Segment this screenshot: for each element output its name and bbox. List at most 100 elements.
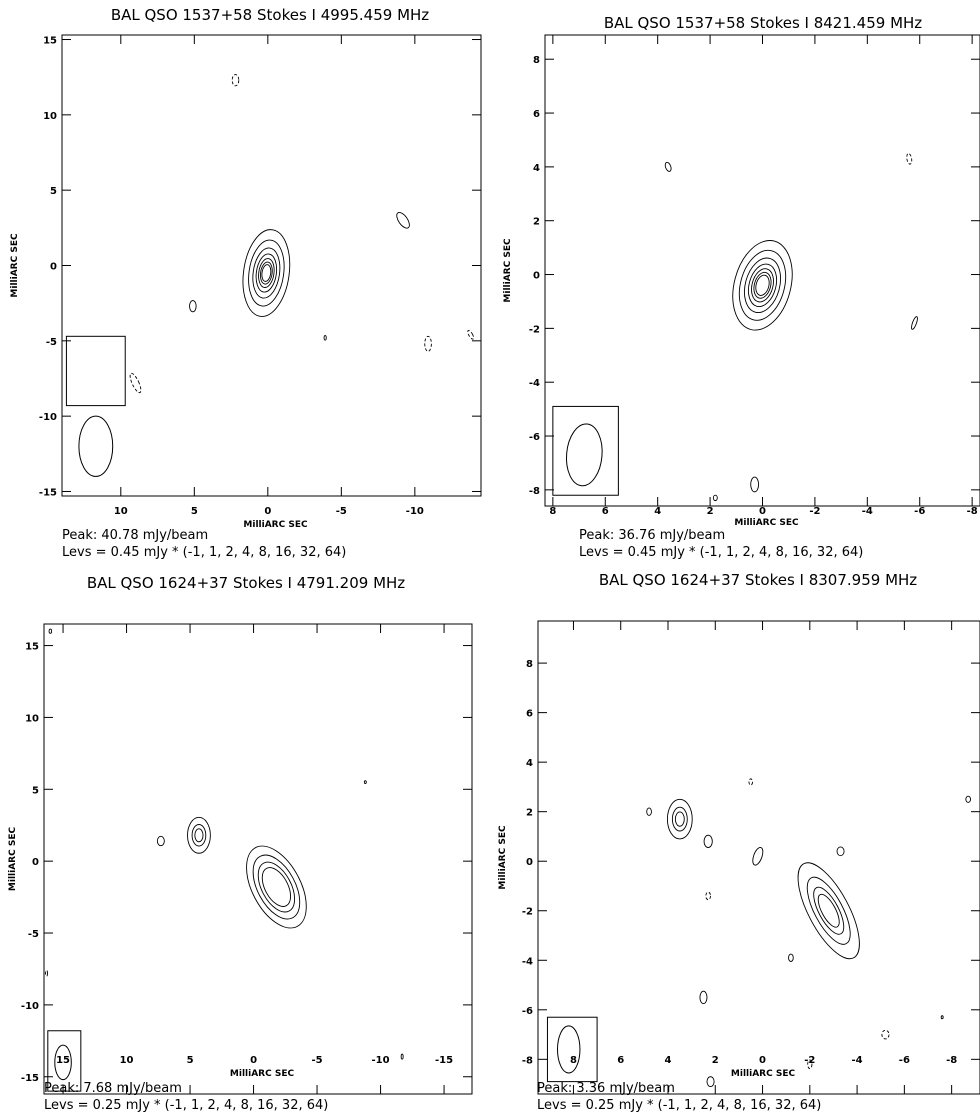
beam-ellipse [565,423,603,487]
positive-contour [712,494,718,502]
contour-level [813,886,845,935]
levels-text: Levs = 0.25 mJy * (-1, 1, 2, 4, 8, 16, 3… [537,1098,822,1113]
y-tick-label: 0 [533,271,540,282]
contour-level [732,240,793,331]
x-tick-label: 8 [570,1055,577,1066]
x-tick-label: 10 [114,506,128,517]
y-axis-label: MilliARC SEC [10,233,20,298]
contour-level [252,854,301,920]
x-tick-label: 10 [120,1055,134,1066]
positive-contour [323,335,327,341]
x-tick-label: -6 [899,1055,910,1066]
y-tick-label: 4 [533,163,540,174]
levels-text: Levs = 0.45 mJy * (-1, 1, 2, 4, 8, 16, 3… [579,545,864,560]
x-tick-label: 5 [187,1055,194,1066]
contour-level [257,861,296,913]
positive-contour [703,834,713,849]
contour-level [753,271,772,299]
x-tick-label: 6 [617,1055,624,1066]
chart-title: BAL QSO 1537+58 Stokes I 4995.459 MHz [111,6,429,24]
x-tick-label: -8 [967,506,978,517]
contour-plot: BAL QSO 1537+58 Stokes I 8421.459 MHz 8 6 4… [503,14,980,528]
y-tick-label: -8 [522,1055,533,1066]
peak-text: Peak: 40.78 mJy/beam [62,528,209,543]
y-tick-label: -4 [529,378,540,389]
contour-level [797,862,860,960]
contour-layer [45,628,404,1092]
contour-panel-1537-c-band: BAL QSO 1537+58 Stokes I 4995.459 MHz 10 5… [0,0,490,560]
negative-contour [906,153,913,165]
beam-box [65,335,126,407]
y-tick-label: -5 [46,337,57,348]
negative-contour [748,778,753,786]
x-tick-label: 4 [665,1055,672,1066]
contour-level [261,867,292,907]
levels-text: Levs = 0.25 mJy * (-1, 1, 2, 4, 8, 16, 3… [44,1098,329,1113]
beam-box [47,1030,82,1092]
y-axis-label: MilliARC SEC [498,825,508,890]
x-axis-label: MilliARC SEC [230,1069,295,1079]
negative-contour [231,74,240,87]
positive-contour [400,1053,404,1060]
contour-panel-1537-x-band: BAL QSO 1537+58 Stokes I 8421.459 MHz 8 6 4… [490,0,980,560]
y-tick-label: 5 [50,186,57,197]
y-tick-label: 10 [43,111,57,122]
contour-layer [552,153,918,502]
y-tick-label: 0 [50,262,57,273]
contour-level [255,253,278,293]
y-tick-label: 4 [526,758,533,769]
contour-level [743,257,782,314]
contour-level [817,893,840,928]
contour-level [259,261,273,285]
y-tick-label: 5 [32,785,39,796]
y-axis-label: MilliARC SEC [503,238,513,303]
contour-level [246,845,307,929]
positive-contour [836,846,845,857]
y-tick-label: -6 [522,1006,533,1017]
contour-level [242,229,291,317]
y-tick-label: -8 [529,486,540,497]
x-tick-label: 6 [602,506,609,517]
contour-level [261,264,272,282]
y-tick-label: -2 [529,324,540,335]
positive-contour [752,846,764,866]
y-tick-label: -15 [39,487,57,498]
negative-contour [129,372,142,394]
y-tick-label: 6 [533,109,540,120]
x-tick-label: -6 [914,506,925,517]
x-tick-label: -5 [312,1055,323,1066]
beam-ellipse [54,1044,72,1081]
contour-panel-1624-c-band: BAL QSO 1624+37 Stokes I 4791.209 MHz 15 1… [0,558,490,1116]
y-tick-label: 8 [533,55,540,66]
contour-level [738,249,787,321]
x-tick-label: 8 [549,506,556,517]
y-tick-label: 15 [25,642,39,653]
contour-level [252,247,281,299]
x-tick-label: -2 [809,506,820,517]
negative-contour [705,891,711,901]
contour-level [806,876,851,945]
x-tick-label: 0 [759,506,766,517]
positive-contour [189,300,197,313]
y-tick-label: -4 [522,956,533,967]
contour-plot: BAL QSO 1537+58 Stokes I 4995.459 MHz 10 5… [10,6,482,530]
x-tick-label: 0 [250,1055,257,1066]
chart-title: BAL QSO 1624+37 Stokes I 4791.209 MHz [87,574,405,592]
x-tick-label: 2 [707,506,714,517]
negative-contour [45,969,48,977]
contour-level [258,258,275,288]
x-tick-label: 5 [191,506,198,517]
peak-text: Peak: 7.68 mJy/beam [44,1081,182,1096]
y-tick-label: -2 [522,907,533,918]
positive-contour [940,1015,944,1020]
y-tick-label: -15 [21,1073,39,1084]
x-tick-label: -10 [372,1055,390,1066]
y-tick-label: 10 [25,713,39,724]
positive-contour [750,476,760,493]
x-tick-label: -4 [862,506,873,517]
y-tick-label: 0 [526,857,533,868]
contour-level [674,811,685,827]
plot-frame [544,34,980,507]
positive-contour [646,807,652,816]
positive-contour [363,780,367,784]
